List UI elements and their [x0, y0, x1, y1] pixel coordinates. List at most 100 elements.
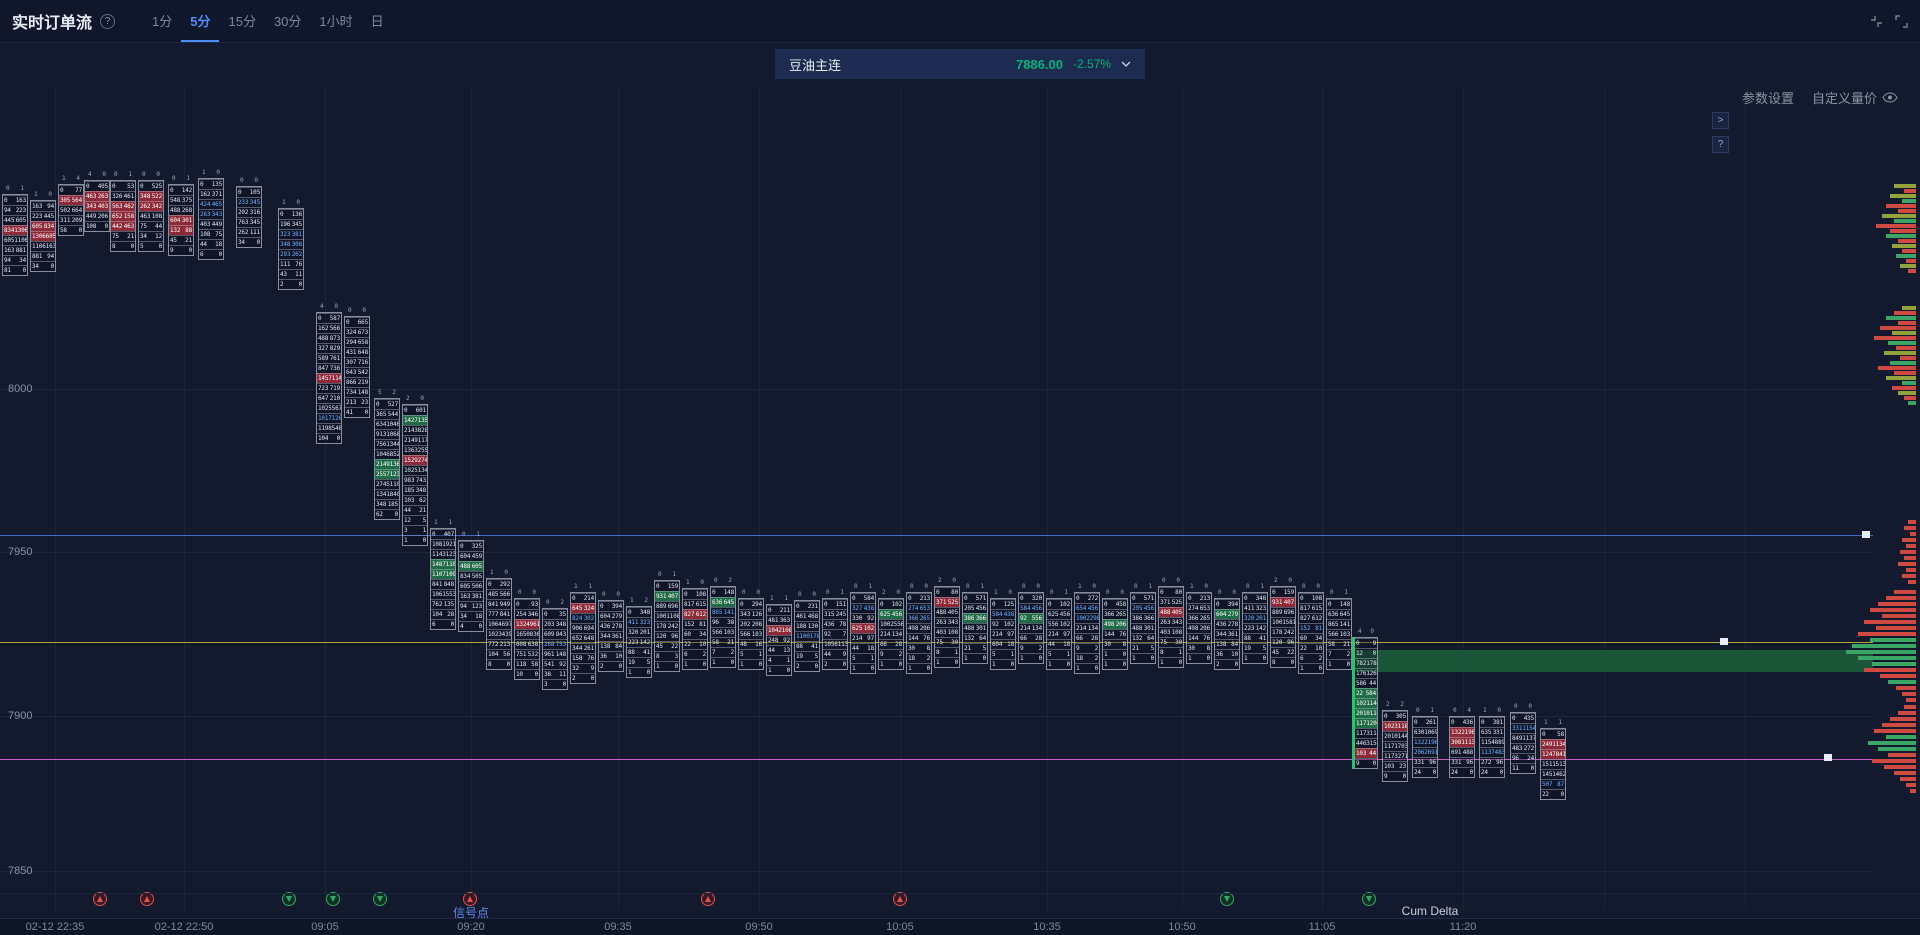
- footprint-column[interactable]: 0 0 0 80 371 525 488 405 263 343 403 108 75 30 8 1 1 0: [1158, 577, 1184, 668]
- volume-profile-bar: [1892, 386, 1916, 390]
- sell-signal-icon[interactable]: [1362, 892, 1376, 906]
- footprint-column[interactable]: 0 1 0 142 548 375 488 268 604 301 132 88 45 21 9 0: [168, 175, 194, 256]
- signal-panel-label[interactable]: 信号点: [452, 906, 490, 920]
- footprint-column[interactable]: 0 0 0 525 348 522 262 342 463 108 75 44 34 12 5 0: [138, 171, 164, 252]
- footprint-column[interactable]: 1 0 0 125 584 438 92 102 214 97 604 18 5 1 1 0: [990, 589, 1016, 670]
- time-axis[interactable]: 02-12 22:35 02-12 22:50 09:05 09:20 09:35 09:…: [0, 918, 1920, 935]
- footprint-column[interactable]: 0 1 0 571 205 456 386 366 488 301 132 64 21 5 1 0: [962, 583, 988, 664]
- footprint-column[interactable]: 0 1 0 571 205 456 386 366 488 301 132 64 21 5 1 0: [1130, 583, 1156, 664]
- footprint-column[interactable]: 1 4 0 77 305 564 502 664 311 209 58 0: [58, 175, 84, 236]
- footprint-column[interactable]: 2 0 0 102 625 456 1002 556 214 134 66 28 9 2 1 0: [878, 589, 904, 670]
- footprint-cell: 0 525: [139, 181, 163, 190]
- footprint-column[interactable]: 0 1 0 584 327 438 330 92 625 102 214 97 44 18 5 1 1 0: [850, 583, 876, 674]
- footprint-column[interactable]: 0 1 0 163 94 223 445 605 834 1306 605 1106 163 881 94 3…: [2, 185, 28, 276]
- footprint-cell: 604 18: [991, 639, 1015, 648]
- collapse-icon[interactable]: [1870, 15, 1883, 28]
- sell-signal-icon[interactable]: [373, 892, 387, 906]
- footprint-cell: 0 80: [935, 587, 959, 596]
- sell-signal-icon[interactable]: [326, 892, 340, 906]
- footprint-column[interactable]: 0 2 0 35 203 348 609 843 268 753 961 148 541 92 38 11 3 0: [542, 599, 568, 690]
- footprint-column[interactable]: 1 0 0 136 196 345 323 381 348 308 293 262 111 76 43 11 2…: [278, 199, 304, 290]
- footprint-column[interactable]: 0 1 0 325 604 459 488 605 834 505 605 506 163 381 94 12…: [458, 531, 484, 632]
- footprint-column[interactable]: 1 0 0 381 635 331 1154 889 1137 483 272 96 24 0: [1479, 707, 1505, 778]
- footprint-column[interactable]: 11 04071081921114312391487110211071099841…: [430, 519, 456, 630]
- time-axis-label: 11:05: [1308, 921, 1336, 933]
- footprint-column[interactable]: 0 0 0 213 274 653 366 265 498 206 144 76 30 8 18 2 1 0: [906, 583, 932, 674]
- footprint-column[interactable]: 0 0 0 108 817 615 827 612 152 81 60 34 22 10 6 2 1 0: [1298, 583, 1324, 674]
- footprint-column[interactable]: 22 03051023118920101446117170311732711032…: [1382, 701, 1408, 782]
- buy-signal-icon[interactable]: [463, 892, 477, 906]
- cum-delta-panel-label[interactable]: Cum Delta: [1401, 904, 1459, 918]
- sell-signal-icon[interactable]: [1220, 892, 1234, 906]
- tab-30min[interactable]: 30分: [273, 13, 302, 29]
- expand-panel-button[interactable]: >: [1712, 112, 1729, 129]
- footprint-column[interactable]: 0 0 0 231 461 468 188 130 1100 178 88 41 19 5 2 0: [794, 591, 820, 672]
- footprint-column[interactable]: 0 0 0 320 584 456 92 556 214 134 66 28 9 2 1 0: [1018, 583, 1044, 664]
- footprint-column[interactable]: 1 0 0 292 485 566 841 949 777 841 1064 697 1023 439 77…: [486, 569, 512, 670]
- buy-signal-icon[interactable]: [701, 892, 715, 906]
- fullscreen-icon[interactable]: [1895, 14, 1908, 28]
- footprint-cell: 45 22: [655, 641, 679, 650]
- help-icon[interactable]: ?: [100, 13, 116, 29]
- level-marker[interactable]: [1720, 638, 1728, 645]
- footprint-column[interactable]: 0 1 0 102 625 456 556 102 214 97 44 18 5 1 1 0: [1046, 589, 1072, 670]
- footprint-column[interactable]: 1 1 0 214 645 324 824 302 906 694 652 648 344 261 158 7…: [570, 583, 596, 684]
- footprint-column[interactable]: 01 0261630106913221968206269133196240: [1412, 707, 1438, 778]
- buy-signal-icon[interactable]: [893, 892, 907, 906]
- footprint-column[interactable]: 1 0 163 94 223 445 605 834 1306 605 1106 163 881 94 34…: [30, 191, 56, 272]
- level-marker[interactable]: [1824, 754, 1832, 761]
- footprint-column[interactable]: 1 1 0 58 249 1134 1247 841 1511 513 1451 462 507 87 22…: [1540, 719, 1566, 800]
- footprint-column[interactable]: 1 2 0 348 411 323 320 201 223 142 88 41 19 5 1 0: [626, 597, 652, 678]
- instrument-selector[interactable]: 豆油主连 7886.00 -2.57%: [775, 49, 1145, 79]
- tab-1hour[interactable]: 1小时: [319, 13, 353, 29]
- footprint-column[interactable]: 1 1 0 211 481 363 1042 108 248 92 44 13 4 1 1 0: [766, 595, 792, 676]
- footprint-cell: 176 126: [1355, 668, 1377, 677]
- footprint-cell: 0 142: [169, 185, 193, 194]
- buy-signal-icon[interactable]: [93, 892, 107, 906]
- footprint-column[interactable]: 0 1 0 53 326 461 563 462 652 158 442 463 75 21 8 0: [110, 171, 136, 252]
- footprint-column[interactable]: 0 2 0 148 636 645 865 141 96 38 566 103 58 21 7 2 1 0: [710, 577, 736, 668]
- footprint-column[interactable]: 4 0 0 405 463 263 343 403 449 206 108 0: [84, 171, 110, 232]
- buy-signal-icon[interactable]: [140, 892, 154, 906]
- footprint-column[interactable]: 1 0 0 272 654 456 1002 298 214 134 66 28 9 2 18 2 1 0: [1074, 583, 1100, 674]
- footprint-column[interactable]: 0 1 0 348 411 323 320 201 223 142 88 41 19 5 1 0: [1242, 583, 1268, 664]
- footprint-cell: 2062 691: [1413, 747, 1437, 756]
- footprint-column[interactable]: 0 1 0 151 315 245 436 78 92 7 1056 113 44 9 2 0: [822, 589, 848, 670]
- footprint-column[interactable]: 1 0 0 213 274 653 366 265 498 206 144 76 30 8 1 0: [1186, 583, 1212, 664]
- footprint-column[interactable]: 1 0 0 108 817 615 827 612 152 81 60 34 22 10 6 2 1 0: [682, 579, 708, 670]
- custom-volume-price-button[interactable]: 自定义量价: [1812, 88, 1898, 107]
- footprint-cell: 58 21: [711, 637, 735, 646]
- footprint-cell: 214 134: [879, 629, 903, 638]
- footprint-column[interactable]: 0 0 0 435 331 1154 849 1137 483 272 96 24 11 0: [1510, 703, 1536, 774]
- footprint-column[interactable]: 2 0 0 159 931 407 889 696 1001 581 178 242 120 96 45 22…: [1270, 577, 1296, 668]
- tab-5min[interactable]: 5分: [181, 0, 220, 42]
- help-panel-button[interactable]: ?: [1712, 136, 1729, 153]
- volume-profile-bar: [1886, 234, 1916, 238]
- footprint-column[interactable]: 04 0436132219683081113769148833196240: [1449, 707, 1475, 778]
- footprint-column[interactable]: 4 0 0 587 162 566 488 873 327 829 589 761 847 736 1457…: [316, 303, 342, 444]
- footprint-column[interactable]: 5 2 0 527 365 544 634 1046 913 1068 756 1344 1046 852…: [374, 389, 400, 520]
- tab-15min[interactable]: 15分: [228, 13, 256, 29]
- footprint-column[interactable]: 0 0 0 394 604 279 436 278 344 361 138 84 36 10 2 0: [598, 591, 624, 672]
- footprint-column[interactable]: 01 01599314078896961001108117824212096452…: [654, 571, 680, 672]
- volume-profile-bar: [1908, 580, 1916, 584]
- footprint-column[interactable]: 0 0 0 294 343 126 202 208 566 103 48 16 5 1 1 0: [738, 589, 764, 670]
- tab-day[interactable]: 日: [370, 13, 384, 29]
- footprint-column[interactable]: 40 09120782178176126586442258410211440201…: [1352, 628, 1378, 769]
- footprint-column[interactable]: 0 0 0 665 324 673 294 658 431 648 307 716 643 542 866 2…: [344, 307, 370, 418]
- footprint-column[interactable]: 0 0 0 458 366 265 498 206 144 76 30 8 1 0 1 0: [1102, 589, 1128, 670]
- footprint-column[interactable]: 0 0 0 105 233 345 202 316 763 345 262 111 34 0: [236, 177, 262, 248]
- sell-signal-icon[interactable]: [282, 892, 296, 906]
- footprint-column[interactable]: 2 0 0 80 371 525 488 405 263 343 403 108 75 30 8 1 1 0: [934, 577, 960, 668]
- footprint-column[interactable]: 1 0 0 135 162 371 424 465 263 343 403 449 108 75 44 18 6…: [198, 169, 224, 260]
- footprint-column[interactable]: 0 1 0 148 636 645 865 141 566 103 58 21 7 2 1 0: [1326, 589, 1352, 670]
- settings-button[interactable]: 参数设置: [1741, 91, 1794, 106]
- footprint-column[interactable]: 20 06011427135221438282149117813632557152…: [402, 395, 428, 546]
- footprint-column[interactable]: 0 0 0 394 604 279 436 278 344 361 138 84 36 10 2 0: [1214, 589, 1240, 670]
- footprint-column[interactable]: 0 0 0 93 254 346 1324 961 1650 836 608 638 751 532 118…: [514, 589, 540, 680]
- tab-1min[interactable]: 1分: [152, 13, 173, 29]
- level-marker[interactable]: [1862, 531, 1870, 538]
